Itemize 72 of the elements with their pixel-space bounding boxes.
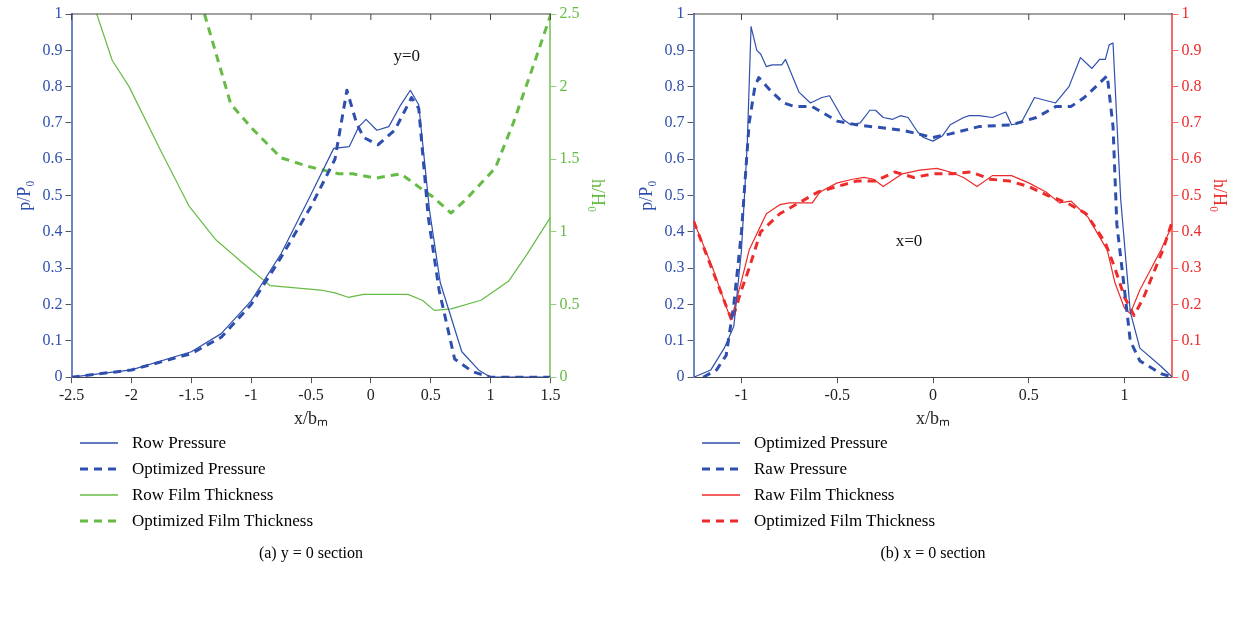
y2-tick-label: 0.7: [1181, 113, 1202, 131]
x-tick-label: 0: [366, 386, 375, 403]
y-tick-label: 0: [54, 367, 63, 385]
legend-label: Optimized Film Thickness: [132, 511, 314, 531]
y2-tick-label: 1.5: [559, 149, 580, 167]
y2-tick-label: 0.9: [1181, 40, 1202, 58]
annotation: y=0: [393, 46, 421, 66]
legend-label: Optimized Film Thickness: [754, 511, 936, 531]
y-tick-label: 0.2: [664, 294, 685, 312]
y-tick-label: 0.1: [664, 331, 685, 349]
text: (b) x = 0 section: [879, 544, 987, 562]
legend-label: Row Pressure: [132, 433, 226, 453]
x-tick-label: -2: [124, 386, 139, 403]
y-tick-label: 0.3: [664, 258, 685, 276]
x-tick-label: 0.5: [420, 386, 441, 403]
y2-axis-title: h/H₀: [588, 178, 609, 213]
y2-tick-label: 0.6: [1181, 149, 1202, 167]
y2-tick-label: 2: [559, 76, 568, 94]
y-tick-label: 0.8: [42, 76, 63, 94]
x-tick-label: -1: [734, 386, 749, 403]
y2-tick-label: 0.5: [1181, 185, 1202, 203]
y-tick-label: 0.6: [664, 149, 685, 167]
x-tick-label: 0: [929, 386, 937, 403]
y2-tick-label: 0.4: [1181, 222, 1202, 240]
x-tick-label: 1: [486, 386, 495, 403]
y2-tick-label: 0: [1181, 367, 1190, 385]
y-tick-label: 0.4: [42, 222, 63, 240]
x-tick-label: -0.5: [298, 386, 324, 403]
y-tick-label: 0.8: [664, 76, 685, 94]
x-tick-label: 0.5: [1018, 386, 1039, 403]
y2-tick-label: 0.1: [1181, 331, 1202, 349]
x-tick-label: -1: [244, 386, 258, 403]
y2-tick-label: 0.8: [1181, 76, 1202, 94]
y-tick-label: 0.9: [42, 40, 63, 58]
x-axis-title: x/bₘ: [293, 407, 329, 428]
y-tick-label: 0.5: [42, 185, 63, 203]
y-tick-label: 0.7: [664, 113, 685, 131]
text: (a) y = 0 section: [257, 544, 365, 562]
x-tick-label: 1: [1120, 386, 1129, 403]
y-tick-label: 0.6: [42, 149, 63, 167]
legend-label: Raw Film Thickness: [754, 485, 895, 505]
y2-tick-label: 2.5: [559, 4, 580, 22]
x-tick-label: -0.5: [824, 386, 850, 403]
y2-tick-label: 0: [559, 367, 568, 385]
y-tick-label: 0.3: [42, 258, 63, 276]
y-tick-label: 0.2: [42, 294, 63, 312]
y-tick-label: 0.7: [42, 113, 63, 131]
y-tick-label: 0.5: [664, 185, 685, 203]
y2-tick-label: 0.3: [1181, 258, 1202, 276]
y-axis-title: p/P₀: [13, 180, 34, 211]
y2-tick-label: 0.5: [559, 294, 580, 312]
x-tick-label: -2.5: [58, 386, 85, 403]
y-tick-label: 0.9: [664, 40, 685, 58]
y2-tick-label: 1: [559, 222, 568, 240]
line-series: [202, 14, 551, 215]
x-tick-label: -1.5: [178, 386, 204, 403]
y-tick-label: 0.1: [42, 331, 63, 349]
y-tick-label: 0: [676, 367, 685, 385]
y2-axis-title: h/H₀: [1210, 178, 1231, 213]
legend-label: Raw Pressure: [754, 459, 848, 479]
annotation: x=0: [895, 231, 923, 251]
y-tick-label: 0.4: [664, 222, 685, 240]
x-axis-title: x/bₘ: [915, 407, 951, 428]
y-tick-label: 1: [54, 4, 63, 22]
y2-tick-label: 0.2: [1181, 294, 1202, 312]
y2-tick-label: 1: [1181, 4, 1190, 22]
y-axis-title: p/P₀: [635, 180, 656, 211]
legend-label: Optimized Pressure: [132, 459, 266, 479]
y-tick-label: 1: [676, 4, 685, 22]
legend-label: Row Film Thickness: [132, 485, 274, 505]
x-tick-label: 1.5: [540, 386, 561, 403]
legend-label: Optimized Pressure: [754, 433, 888, 453]
